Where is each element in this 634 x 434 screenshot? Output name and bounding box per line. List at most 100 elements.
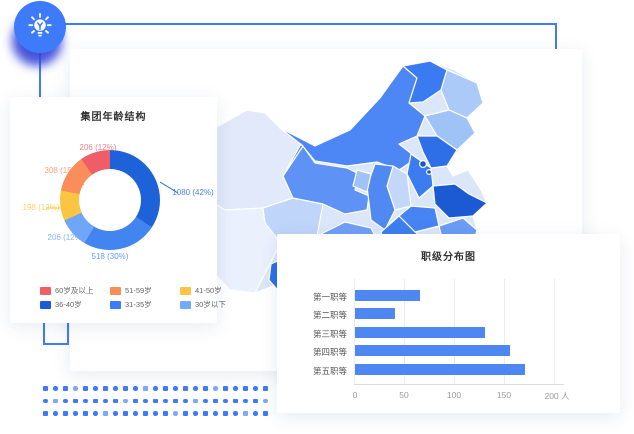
- age-card-title: 集团年龄结构: [80, 112, 147, 123]
- dot: [203, 411, 208, 416]
- legend-item-36-40: 36-40岁: [40, 299, 88, 310]
- dot: [173, 411, 178, 416]
- dot: [163, 411, 168, 416]
- legend-swatch-yellow: [180, 286, 191, 295]
- dot: [223, 398, 228, 403]
- dot: [73, 386, 78, 391]
- bar-rank-3[interactable]: [355, 327, 485, 338]
- legend-item-30minus: 30岁以下: [180, 299, 228, 310]
- bar-category-1: 第一职等: [312, 292, 347, 302]
- bar-rank-2[interactable]: [355, 308, 395, 319]
- dot: [203, 398, 208, 403]
- dot: [43, 386, 48, 391]
- dot: [193, 411, 198, 416]
- dot: [43, 398, 48, 403]
- bar-rank-5[interactable]: [355, 364, 525, 375]
- gridline-0: [354, 279, 355, 384]
- legend-swatch-orange: [110, 286, 121, 295]
- dot: [153, 386, 158, 391]
- region-tianjin: [426, 168, 433, 175]
- dot: [143, 398, 148, 403]
- age-structure-card: 集团年龄结构 206 (12%) 308 (15%) 198 (12%) 206…: [10, 97, 226, 323]
- age-donut-chart[interactable]: [60, 150, 160, 250]
- dot: [113, 398, 118, 403]
- dot: [263, 398, 268, 403]
- connector-line-horizontal: [64, 23, 557, 25]
- lightbulb-icon: [28, 12, 52, 37]
- dot: [63, 398, 68, 403]
- dot: [233, 398, 238, 403]
- pie-label-60plus: 206 (12%): [79, 143, 117, 152]
- bohai-sea-notch: [447, 160, 465, 176]
- dot: [93, 398, 98, 403]
- legend-swatch-lightblue: [180, 300, 191, 309]
- pie-label-31-35: 518 (30%): [91, 252, 129, 261]
- dot: [73, 411, 78, 416]
- dot: [163, 386, 168, 391]
- dot: [63, 386, 68, 391]
- dot: [43, 411, 48, 416]
- dot: [83, 411, 88, 416]
- dot: [123, 411, 128, 416]
- dot: [133, 398, 138, 403]
- dot: [243, 411, 248, 416]
- dot: [83, 398, 88, 403]
- pie-label-41-50: 198 (12%): [22, 203, 60, 212]
- dot: [253, 398, 258, 403]
- age-legend-row-2: 36-40岁 31-35岁 30岁以下: [40, 299, 228, 310]
- dot: [223, 386, 228, 391]
- rank-distribution-card: 职级分布图 第一职等 第二职等 第三职等 第四职等 第五职等 0 50 100 …: [277, 234, 620, 413]
- dot: [63, 411, 68, 416]
- legend-item-31-35: 31-35岁: [110, 299, 158, 310]
- dot: [213, 411, 218, 416]
- dot: [93, 386, 98, 391]
- dot: [173, 398, 178, 403]
- dot: [233, 386, 238, 391]
- dot: [193, 386, 198, 391]
- legend-swatch-darkblue: [40, 300, 51, 309]
- x-tick-100: 100: [446, 390, 462, 400]
- dot: [223, 411, 228, 416]
- dot: [173, 386, 178, 391]
- legend-item-51-59: 51-59岁: [110, 285, 158, 296]
- dot: [103, 411, 108, 416]
- dot: [103, 386, 108, 391]
- dot: [243, 386, 248, 391]
- region-inner-mongolia: [279, 65, 426, 177]
- dot: [123, 398, 128, 403]
- dot: [253, 386, 258, 391]
- dot: [123, 386, 128, 391]
- x-axis-line: [354, 384, 564, 385]
- legend-swatch-red: [40, 286, 51, 295]
- dot: [143, 411, 148, 416]
- dot: [143, 386, 148, 391]
- legend-swatch-blue: [110, 300, 121, 309]
- bar-category-5: 第五职等: [312, 366, 347, 376]
- region-ningxia: [352, 169, 372, 193]
- dot: [53, 398, 58, 403]
- dot: [213, 386, 218, 391]
- dot: [83, 386, 88, 391]
- lightbulb-badge: [14, 1, 66, 53]
- age-legend-row-1: 60岁及以上 51-59岁 41-50岁: [40, 285, 228, 296]
- legend-item-41-50: 41-50岁: [180, 285, 228, 296]
- legend-item-60plus: 60岁及以上: [40, 285, 93, 296]
- dot: [93, 411, 98, 416]
- dot: [163, 398, 168, 403]
- dot: [193, 398, 198, 403]
- dot: [253, 411, 258, 416]
- region-shandong: [432, 183, 488, 219]
- pie-label-36-40: 1080 (42%): [172, 188, 214, 197]
- dot: [243, 398, 248, 403]
- bar-rank-1[interactable]: [355, 290, 420, 301]
- x-tick-200: 200 人: [544, 391, 570, 401]
- bar-rank-4[interactable]: [355, 345, 510, 356]
- pie-leader-lines: [46, 156, 179, 251]
- dot: [233, 411, 238, 416]
- dot: [213, 398, 218, 403]
- dot: [73, 398, 78, 403]
- dot: [113, 386, 118, 391]
- region-gansu: [282, 145, 370, 215]
- pie-label-30minus: 206 (12%): [47, 233, 85, 242]
